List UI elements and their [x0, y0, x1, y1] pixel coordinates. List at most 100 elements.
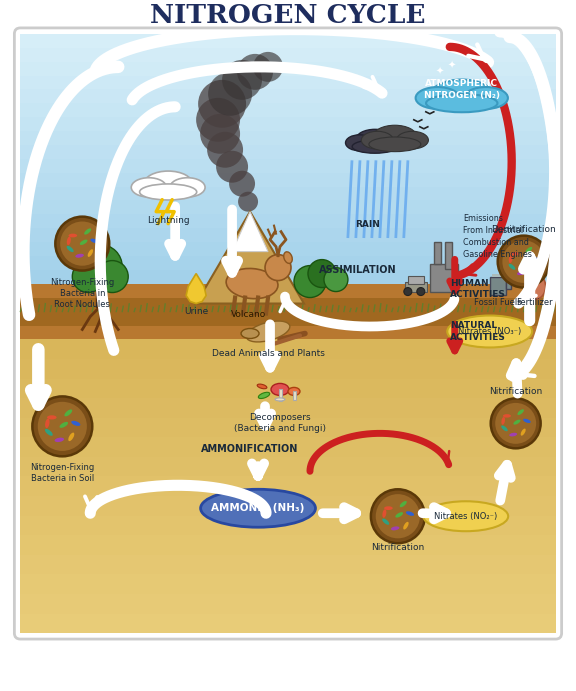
- Ellipse shape: [448, 316, 532, 348]
- Bar: [20, 34, 556, 48]
- Ellipse shape: [369, 137, 421, 151]
- Bar: [279, 390, 282, 401]
- Text: NITROGEN CYCLE: NITROGEN CYCLE: [150, 3, 426, 28]
- Ellipse shape: [275, 398, 285, 401]
- Text: ATMOSPHERIC
NITROGEN (N₂): ATMOSPHERIC NITROGEN (N₂): [424, 79, 500, 100]
- Text: NATURAL
ACTIVITIES: NATURAL ACTIVITIES: [450, 321, 506, 341]
- Ellipse shape: [170, 178, 205, 197]
- Bar: [20, 187, 556, 200]
- Ellipse shape: [65, 409, 72, 417]
- Ellipse shape: [517, 272, 525, 275]
- Ellipse shape: [71, 421, 81, 426]
- Text: HUMAN
ACTIVITIES: HUMAN ACTIVITIES: [450, 278, 506, 299]
- Bar: [20, 75, 556, 89]
- Bar: [20, 555, 556, 574]
- Ellipse shape: [139, 184, 197, 200]
- Bar: [20, 145, 556, 159]
- Bar: [20, 159, 556, 173]
- Bar: [20, 515, 556, 536]
- Text: Nitrification: Nitrification: [489, 388, 543, 397]
- Text: Dead Animals and Plants: Dead Animals and Plants: [211, 350, 324, 359]
- Bar: [20, 131, 556, 145]
- Ellipse shape: [80, 240, 88, 245]
- Ellipse shape: [517, 409, 524, 415]
- Ellipse shape: [509, 433, 517, 437]
- Circle shape: [38, 401, 87, 451]
- Text: AMMONIA (NH₃): AMMONIA (NH₃): [211, 503, 305, 513]
- Text: Denitrification: Denitrification: [491, 225, 556, 234]
- Text: ✦: ✦: [435, 67, 444, 77]
- Circle shape: [207, 132, 243, 168]
- Text: Nitrification: Nitrification: [371, 543, 425, 552]
- Bar: [96, 276, 104, 307]
- Ellipse shape: [501, 417, 505, 425]
- Bar: [20, 594, 556, 614]
- Ellipse shape: [67, 246, 74, 252]
- Ellipse shape: [288, 388, 300, 395]
- Bar: [20, 284, 556, 298]
- Text: Lightning: Lightning: [147, 216, 190, 225]
- Ellipse shape: [45, 429, 53, 436]
- Bar: [405, 281, 427, 292]
- Ellipse shape: [532, 257, 539, 261]
- Circle shape: [498, 236, 550, 287]
- Ellipse shape: [257, 384, 267, 389]
- Ellipse shape: [501, 426, 507, 431]
- Polygon shape: [196, 211, 304, 303]
- Ellipse shape: [69, 234, 77, 238]
- Circle shape: [404, 287, 412, 296]
- Bar: [20, 437, 556, 457]
- Bar: [408, 276, 424, 283]
- Circle shape: [200, 114, 240, 153]
- Bar: [430, 263, 458, 292]
- Bar: [445, 242, 452, 269]
- Bar: [20, 339, 556, 359]
- Ellipse shape: [426, 94, 498, 112]
- Bar: [20, 117, 556, 131]
- Bar: [20, 89, 556, 104]
- Bar: [20, 104, 556, 117]
- Text: Fossil Fuels: Fossil Fuels: [474, 298, 521, 307]
- Ellipse shape: [67, 236, 71, 245]
- Bar: [20, 242, 556, 256]
- Ellipse shape: [423, 501, 508, 531]
- Ellipse shape: [521, 258, 529, 263]
- Circle shape: [253, 52, 283, 82]
- Bar: [20, 256, 556, 270]
- Ellipse shape: [510, 252, 519, 256]
- Ellipse shape: [521, 428, 526, 435]
- Ellipse shape: [526, 272, 543, 281]
- Text: ✦: ✦: [448, 61, 456, 71]
- Ellipse shape: [75, 254, 84, 258]
- Circle shape: [376, 494, 420, 538]
- Text: Nitrates (NO₂⁻): Nitrates (NO₂⁻): [434, 512, 498, 521]
- Ellipse shape: [226, 269, 278, 299]
- Ellipse shape: [403, 522, 408, 529]
- Bar: [20, 614, 556, 633]
- Bar: [20, 496, 556, 515]
- Polygon shape: [232, 211, 268, 252]
- Ellipse shape: [55, 437, 64, 442]
- Ellipse shape: [396, 131, 429, 149]
- Ellipse shape: [524, 274, 545, 299]
- Ellipse shape: [88, 249, 93, 257]
- Ellipse shape: [259, 392, 270, 399]
- Bar: [293, 391, 296, 400]
- Bar: [20, 536, 556, 555]
- Text: Fertilizer: Fertilizer: [516, 298, 553, 307]
- Bar: [20, 48, 556, 61]
- Bar: [20, 298, 556, 312]
- Circle shape: [55, 217, 109, 271]
- Ellipse shape: [352, 140, 397, 153]
- Ellipse shape: [406, 511, 414, 516]
- Text: RAIN: RAIN: [355, 220, 380, 229]
- Ellipse shape: [346, 135, 373, 151]
- Text: Nitrogen-Fixing
Bacteria in
Root Nodules: Nitrogen-Fixing Bacteria in Root Nodules: [50, 278, 115, 309]
- Text: Nitrogen-Fixing
Bacteria in Soil: Nitrogen-Fixing Bacteria in Soil: [30, 463, 94, 484]
- Circle shape: [324, 267, 348, 292]
- Bar: [20, 418, 556, 437]
- Circle shape: [502, 240, 545, 283]
- Circle shape: [208, 72, 252, 116]
- Circle shape: [32, 397, 92, 456]
- Ellipse shape: [384, 507, 393, 510]
